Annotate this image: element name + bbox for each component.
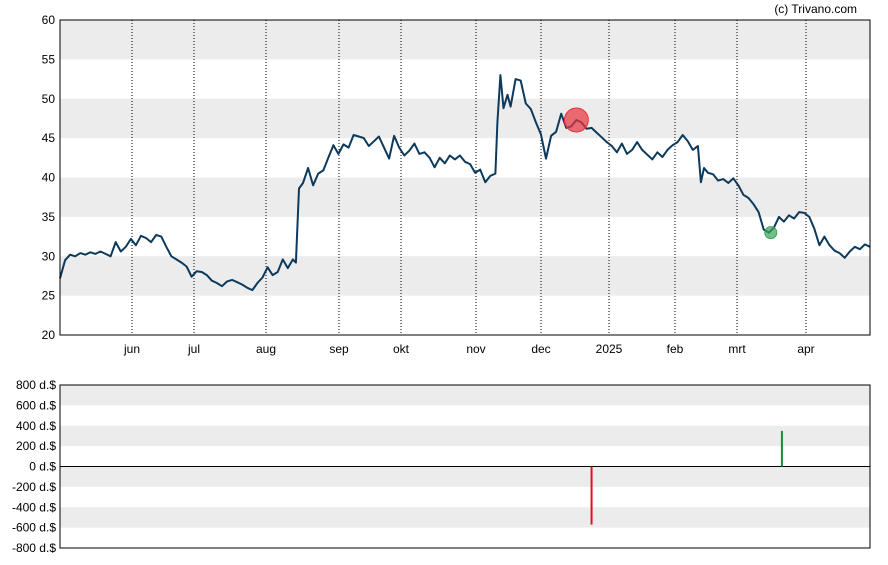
x-tick-label: apr — [797, 342, 814, 356]
grid-band — [60, 425, 870, 447]
y-tick-label: -400 d.$ — [12, 500, 56, 514]
copyright-label: (c) Trivano.com — [774, 2, 857, 16]
x-tick-label: aug — [256, 342, 276, 356]
y-tick-label: 35 — [42, 210, 56, 224]
y-tick-label: 600 d.$ — [16, 398, 56, 412]
grid-band — [60, 256, 870, 296]
y-tick-label: 800 d.$ — [16, 378, 56, 392]
insider-trade-panel: 800 d.$ 600 d.$ 400 d.$ 200 d.$ 0 d.$ -200 d.… — [12, 378, 871, 555]
x-tick-label: nov — [466, 342, 485, 356]
x-tick-label: dec — [531, 342, 550, 356]
y-tick-label: 30 — [42, 249, 56, 263]
y-tick-label: 40 — [42, 171, 56, 185]
insider-panel-frame — [59, 384, 871, 549]
y-tick-label: 55 — [42, 52, 56, 66]
x-tick-label: feb — [667, 342, 684, 356]
x-tick-label: mrt — [728, 342, 746, 356]
y-tick-label: 400 d.$ — [16, 419, 56, 433]
grid-band — [60, 177, 870, 217]
grid-band — [60, 507, 870, 528]
y-tick-label: -800 d.$ — [12, 541, 56, 555]
price-panel: jun jul aug sep okt nov dec 2025 feb mrt apr202530… — [42, 13, 871, 356]
x-tick-label: okt — [393, 342, 410, 356]
grid-band — [60, 20, 870, 60]
grid-band — [60, 466, 870, 487]
sell-trade-marker — [563, 107, 589, 133]
price-line — [59, 74, 871, 292]
x-tick-label: 2025 — [596, 342, 623, 356]
x-tick-label: sep — [329, 342, 349, 356]
y-tick-label: 45 — [42, 131, 56, 145]
y-tick-label: 60 — [42, 13, 56, 27]
grid-band — [60, 385, 870, 406]
x-tick-label: jun — [123, 342, 140, 356]
y-tick-label: 20 — [42, 328, 56, 342]
y-tick-label: 50 — [42, 92, 56, 106]
y-tick-label: 200 d.$ — [16, 439, 56, 453]
price-panel-frame — [59, 19, 871, 336]
x-tick-label: jul — [187, 342, 200, 356]
y-tick-label: 25 — [42, 289, 56, 303]
buy-trade-marker — [764, 226, 778, 240]
y-tick-label: -200 d.$ — [12, 480, 56, 494]
y-tick-label: -600 d.$ — [12, 521, 56, 535]
y-tick-label: 0 d.$ — [29, 460, 56, 474]
grid-band — [60, 98, 870, 139]
